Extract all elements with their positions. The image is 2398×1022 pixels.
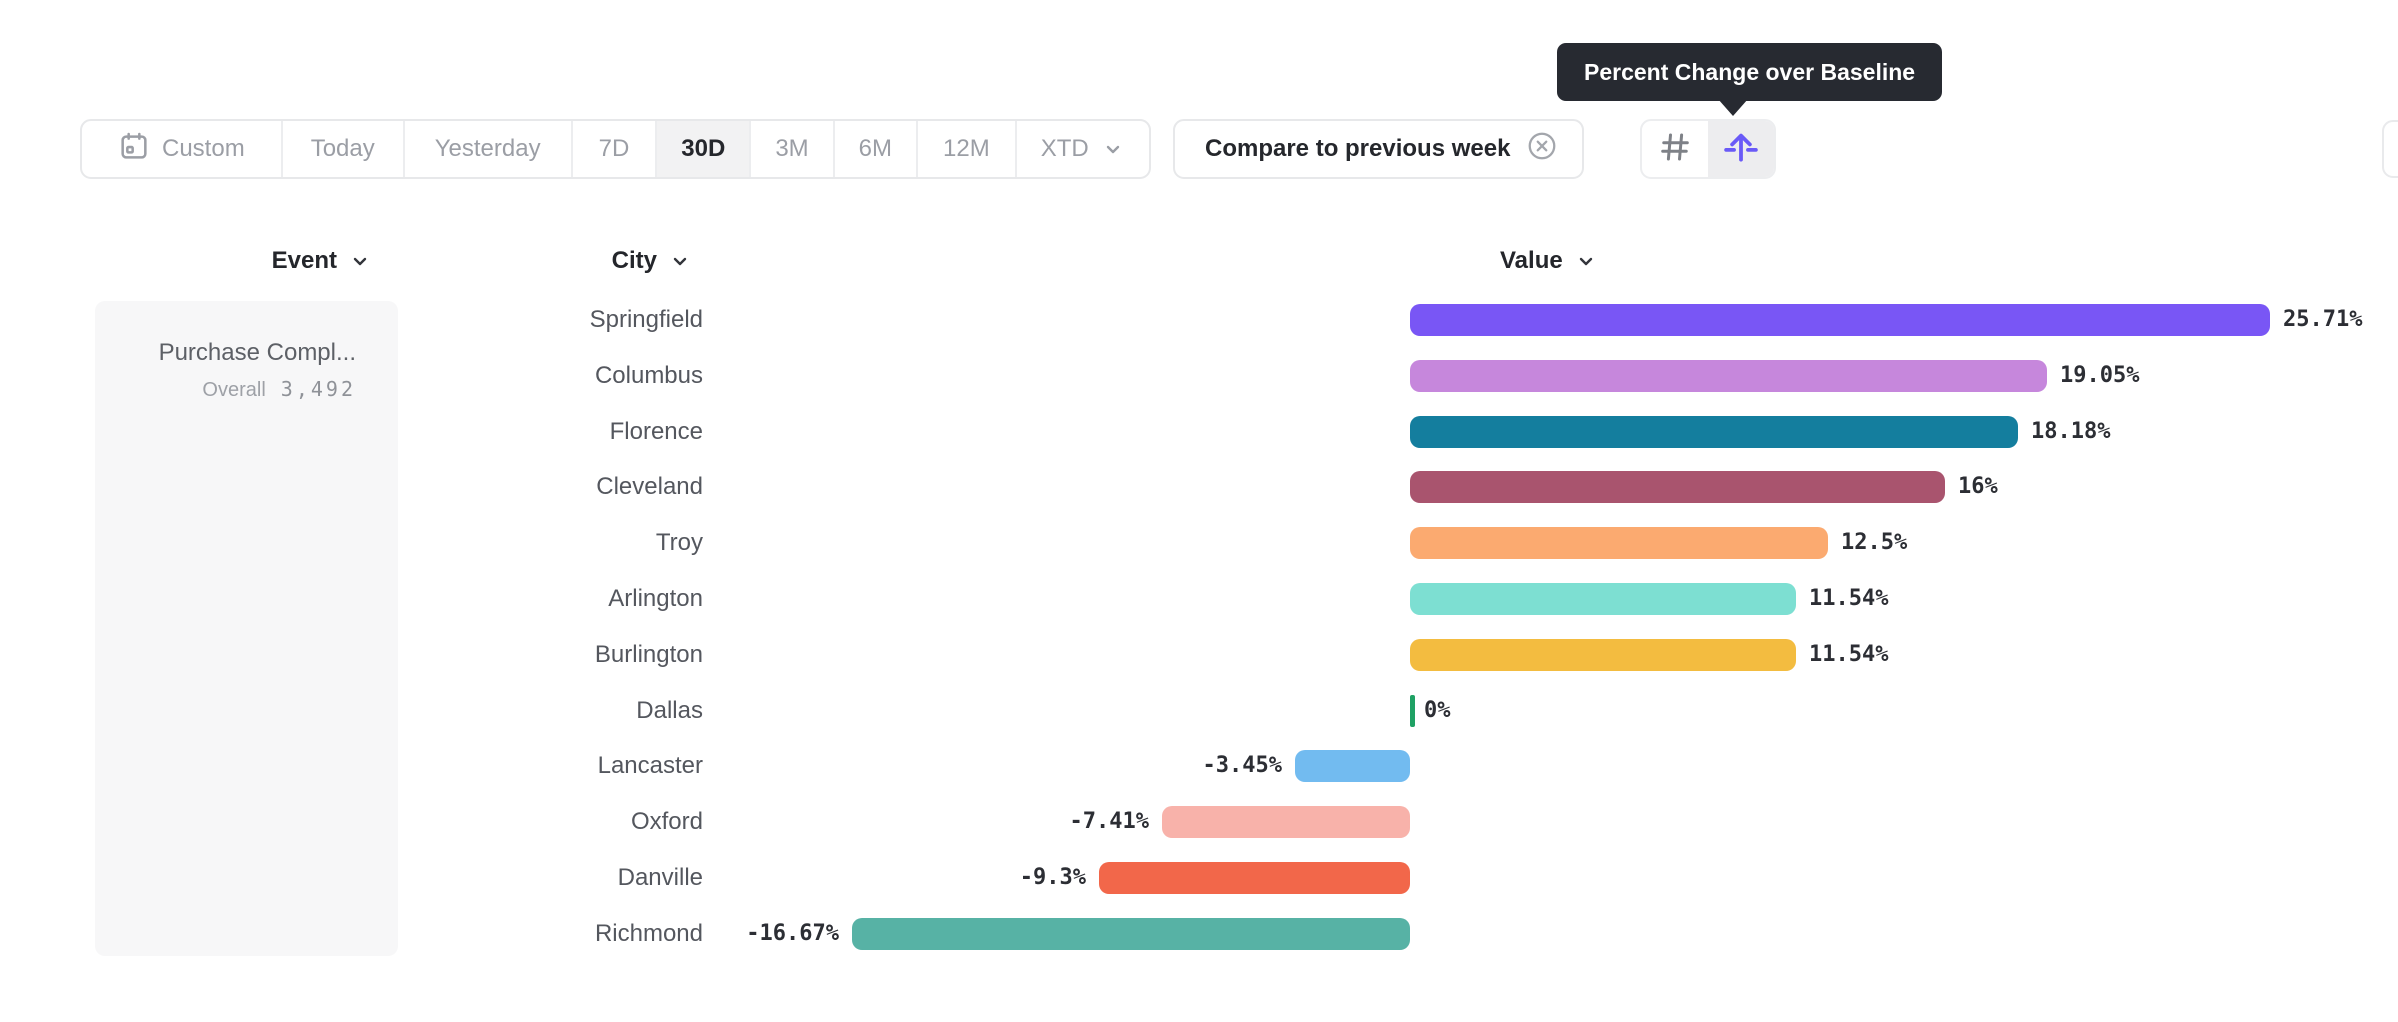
value-label-lancaster: -3.45% [1202, 753, 1282, 778]
value-label-dallas: 0% [1424, 698, 1451, 723]
value-label-oxford: -7.41% [1069, 809, 1149, 834]
tooltip-percent-change: Percent Change over Baseline [1557, 43, 1943, 101]
grid-icon [1657, 129, 1693, 170]
bar-troy[interactable] [1410, 527, 1828, 559]
city-label-arlington: Arlington [608, 585, 703, 612]
city-label-springfield: Springfield [589, 306, 703, 333]
compare-to-previous-week-button[interactable]: Compare to previous week [1173, 119, 1585, 179]
column-header-city[interactable]: City [452, 246, 692, 276]
date-range-6m[interactable]: 6M [835, 121, 918, 177]
chevron-down-icon [1106, 145, 1119, 154]
city-label-oxford: Oxford [630, 808, 703, 835]
bar-springfield[interactable] [1410, 304, 2270, 336]
city-label-dallas: Dallas [636, 697, 703, 724]
value-label-arlington: 11.54% [1809, 586, 1889, 611]
overall-value: 3,492 [280, 377, 356, 401]
city-label-columbus: Columbus [594, 362, 703, 389]
baseline-lift-view-button[interactable] [1708, 121, 1774, 177]
event-header-label: Event [271, 247, 337, 274]
value-label-burlington: 11.54% [1809, 642, 1889, 667]
value-label-florence: 18.18% [2031, 419, 2111, 444]
city-label-cleveland: Cleveland [596, 473, 703, 500]
city-label-danville: Danville [617, 864, 703, 891]
bar-oxford[interactable] [1162, 806, 1410, 838]
date-range-label: 3M [775, 135, 809, 162]
event-card-title: Purchase Compl... [158, 339, 356, 366]
date-range-label: 7D [598, 135, 630, 162]
city-header-label: City [611, 247, 657, 274]
baseline-lift-icon [1722, 128, 1760, 171]
city-label-richmond: Richmond [594, 920, 703, 947]
chevron-down-icon [353, 257, 367, 266]
bar-arlington[interactable] [1410, 583, 1796, 615]
city-label-troy: Troy [655, 529, 703, 556]
date-range-7d[interactable]: 7D [573, 121, 658, 177]
date-range-30d[interactable]: 30D [657, 121, 752, 177]
value-header-label: Value [1500, 247, 1563, 274]
date-range-label: 12M [943, 135, 990, 162]
circle-x-icon[interactable] [1526, 130, 1558, 169]
value-label-cleveland: 16% [1958, 474, 1998, 499]
date-range-label: Yesterday [434, 135, 541, 162]
value-label-columbus: 19.05% [2060, 363, 2140, 388]
chevron-down-icon [1579, 257, 1592, 266]
date-range-custom[interactable]: Custom [82, 121, 283, 177]
tooltip-arrow [1718, 99, 1748, 116]
bar-columbus[interactable] [1410, 360, 2047, 392]
bar-cleveland[interactable] [1410, 471, 1945, 503]
column-header-event[interactable]: Event [132, 246, 372, 276]
bar-dallas[interactable] [1410, 695, 1415, 727]
date-range-label: Today [310, 135, 375, 162]
date-range-label: 6M [858, 135, 892, 162]
clipped-edge-button[interactable] [2382, 120, 2398, 178]
city-label-burlington: Burlington [594, 641, 703, 668]
bar-florence[interactable] [1410, 416, 2018, 448]
date-range-12m[interactable]: 12M [918, 121, 1017, 177]
event-card-overall: Overall 3,492 [202, 377, 356, 402]
event-card-purchase-completed[interactable]: Purchase Compl... Overall 3,492 [95, 301, 398, 956]
value-label-springfield: 25.71% [2283, 307, 2363, 332]
date-range-control: Custom Today Yesterday 7D 30D 3M 6M 12M XTD [80, 119, 1151, 179]
calendar-icon [118, 130, 150, 169]
date-range-label: Custom [162, 135, 245, 162]
overall-label: Overall [202, 379, 266, 401]
date-range-label: 30D [681, 135, 726, 162]
date-range-label: XTD [1040, 135, 1089, 162]
bar-richmond[interactable] [852, 918, 1410, 950]
date-range-xtd[interactable]: XTD [1017, 121, 1149, 177]
column-header-value[interactable]: Value [1500, 246, 1700, 276]
chevron-down-icon [673, 257, 687, 266]
bar-burlington[interactable] [1410, 639, 1796, 671]
grid-view-button[interactable] [1642, 121, 1708, 177]
compare-label: Compare to previous week [1205, 135, 1511, 162]
bar-danville[interactable] [1099, 862, 1410, 894]
bar-lancaster[interactable] [1295, 750, 1410, 782]
city-label-lancaster: Lancaster [597, 752, 703, 779]
value-label-richmond: -16.67% [746, 921, 839, 946]
date-range-today[interactable]: Today [283, 121, 405, 177]
city-label-florence: Florence [609, 418, 703, 445]
date-range-yesterday[interactable]: Yesterday [405, 121, 573, 177]
view-toggle-group [1640, 119, 1776, 179]
date-range-3m[interactable]: 3M [751, 121, 835, 177]
value-label-danville: -9.3% [1019, 865, 1086, 890]
value-label-troy: 12.5% [1841, 530, 1908, 555]
